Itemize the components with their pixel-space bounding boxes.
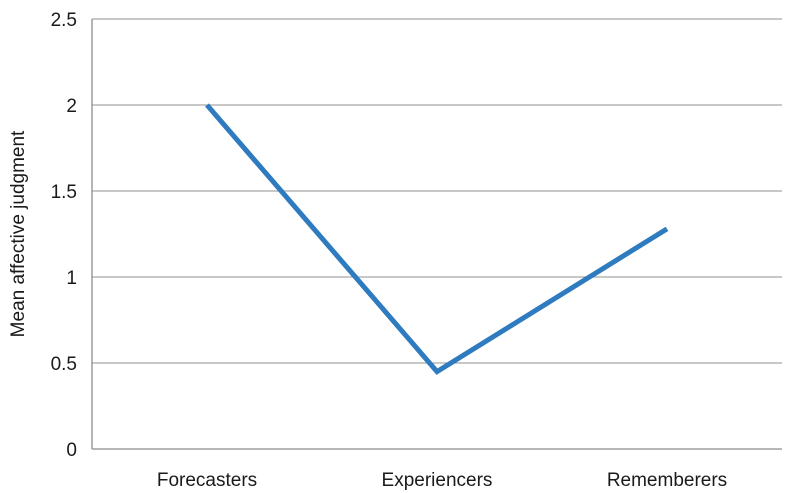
- y-tick-label: 0.5: [51, 354, 77, 375]
- y-tick-label: 2: [66, 96, 77, 117]
- gridlines: [92, 18, 782, 364]
- y-tick-labels: 0 0.5 1 1.5 2 2.5: [51, 10, 77, 461]
- axes: [91, 19, 782, 450]
- y-tick-label: 1: [66, 268, 77, 289]
- series-line: [205, 103, 669, 375]
- y-tick-label: 1.5: [51, 182, 77, 203]
- x-tick-label: Experiencers: [382, 470, 493, 491]
- y-axis-title: Mean affective judgment: [8, 130, 29, 337]
- x-tick-label: Forecasters: [157, 470, 257, 491]
- x-tick-labels: Forecasters Experiencers Rememberers: [157, 470, 727, 491]
- y-tick-label: 2.5: [51, 10, 77, 31]
- series: [205, 103, 669, 375]
- x-tick-label: Rememberers: [607, 470, 727, 491]
- y-tick-label: 0: [66, 440, 77, 461]
